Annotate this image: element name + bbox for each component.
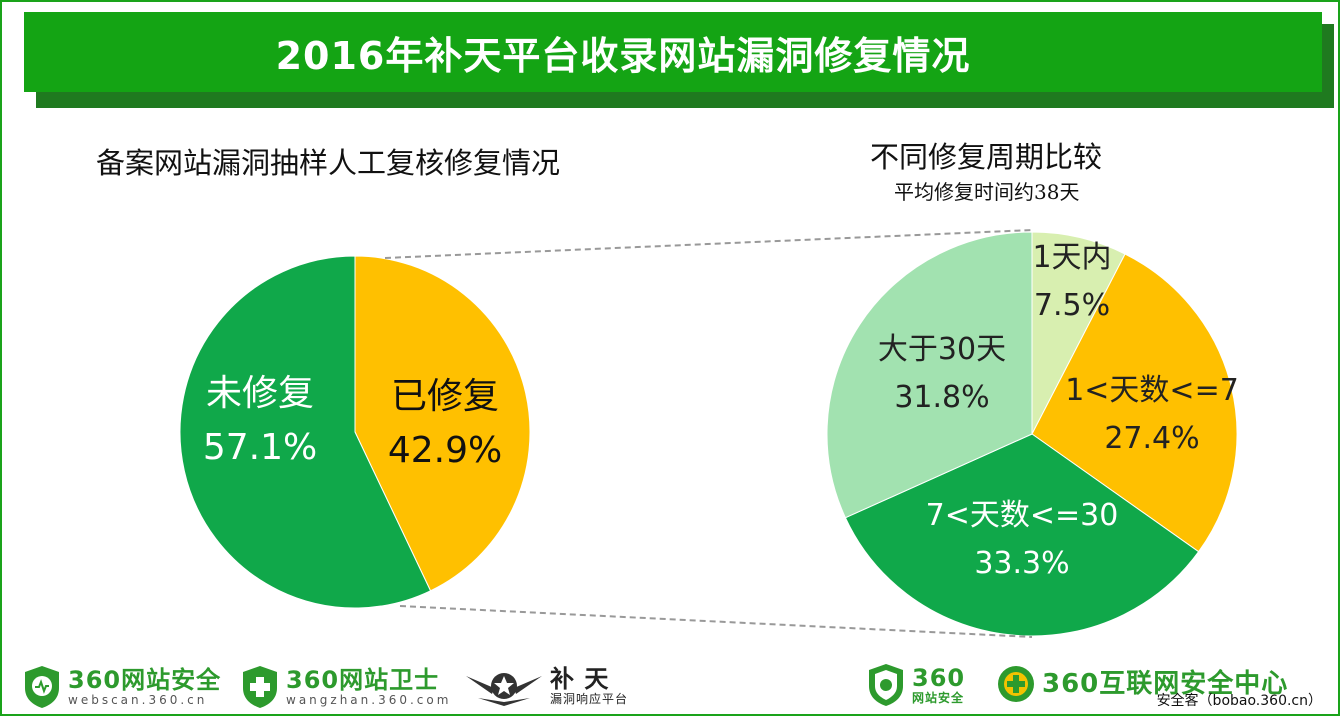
slice-value-1: 27.4% bbox=[1104, 421, 1199, 456]
slice-label-2: 7<天数<=30 bbox=[926, 498, 1119, 533]
wangzhan-logo: 360网站卫士 wangzhan.360.com bbox=[240, 664, 451, 710]
source-note: 安全客（bobao.360.cn） bbox=[1156, 693, 1322, 709]
pie-slice-3 bbox=[826, 231, 1033, 519]
cross-shield-icon bbox=[243, 666, 277, 708]
logo-strip: 360网站安全 webscan.360.cn 360网站卫士 wangzhan.… bbox=[0, 656, 1344, 720]
winged-star-icon bbox=[466, 673, 542, 706]
slice-value-0: 7.5% bbox=[1034, 288, 1110, 323]
title-bar: 2016年补天平台收录网站漏洞修复情况 bbox=[24, 12, 1322, 92]
pie-slice-0 bbox=[354, 255, 531, 592]
slice-value-3: 31.8% bbox=[894, 380, 989, 415]
slice-label-0: 已修复 bbox=[391, 376, 499, 417]
wzaq-logo: 360 网站安全 bbox=[866, 662, 965, 708]
left-pie-chart: 已修复 42.9% 未修复 57.1% bbox=[179, 255, 531, 609]
slice-value-2: 33.3% bbox=[974, 546, 1069, 581]
slice-label-1: 1<天数<=7 bbox=[1065, 373, 1239, 408]
left-chart-title: 备案网站漏洞抽样人工复核修复情况 bbox=[96, 146, 561, 180]
center-logo: 360互联网安全中心 bbox=[996, 664, 1288, 704]
right-chart-title: 不同修复周期比较 bbox=[870, 140, 1103, 174]
pie-slice-0 bbox=[1031, 231, 1126, 435]
slice-value-1: 57.1% bbox=[203, 427, 317, 468]
shield-icon bbox=[25, 666, 59, 708]
slice-label-1: 未修复 bbox=[206, 373, 314, 414]
page-title: 2016年补天平台收录网站漏洞修复情况 bbox=[275, 33, 971, 78]
slice-label-0: 1天内 bbox=[1032, 240, 1111, 275]
webscan-logo: 360网站安全 webscan.360.cn bbox=[22, 664, 221, 710]
pie-slice-1 bbox=[1031, 253, 1238, 553]
zoom-connector-top bbox=[384, 229, 1033, 259]
right-pie-chart: 1天内 7.5% 1<天数<=7 27.4% 7<天数<=30 33.3% 大于30天 31.… bbox=[826, 231, 1239, 637]
slice-label-3: 大于30天 bbox=[878, 332, 1006, 367]
pie-slice-1 bbox=[179, 255, 432, 609]
security-center-icon bbox=[998, 666, 1034, 702]
zoom-connector-bottom bbox=[399, 605, 1033, 638]
charts-canvas: 已修复 42.9% 未修复 57.1% 1天内 7.5% 1<天数<=7 27.4% 7<天数… bbox=[179, 229, 1239, 638]
slice-value-0: 42.9% bbox=[388, 430, 502, 471]
right-chart-subtitle: 平均修复时间约38天 bbox=[894, 180, 1080, 204]
butian-logo: 补 天 漏洞响应平台 bbox=[464, 662, 628, 710]
shield-icon bbox=[869, 664, 903, 706]
